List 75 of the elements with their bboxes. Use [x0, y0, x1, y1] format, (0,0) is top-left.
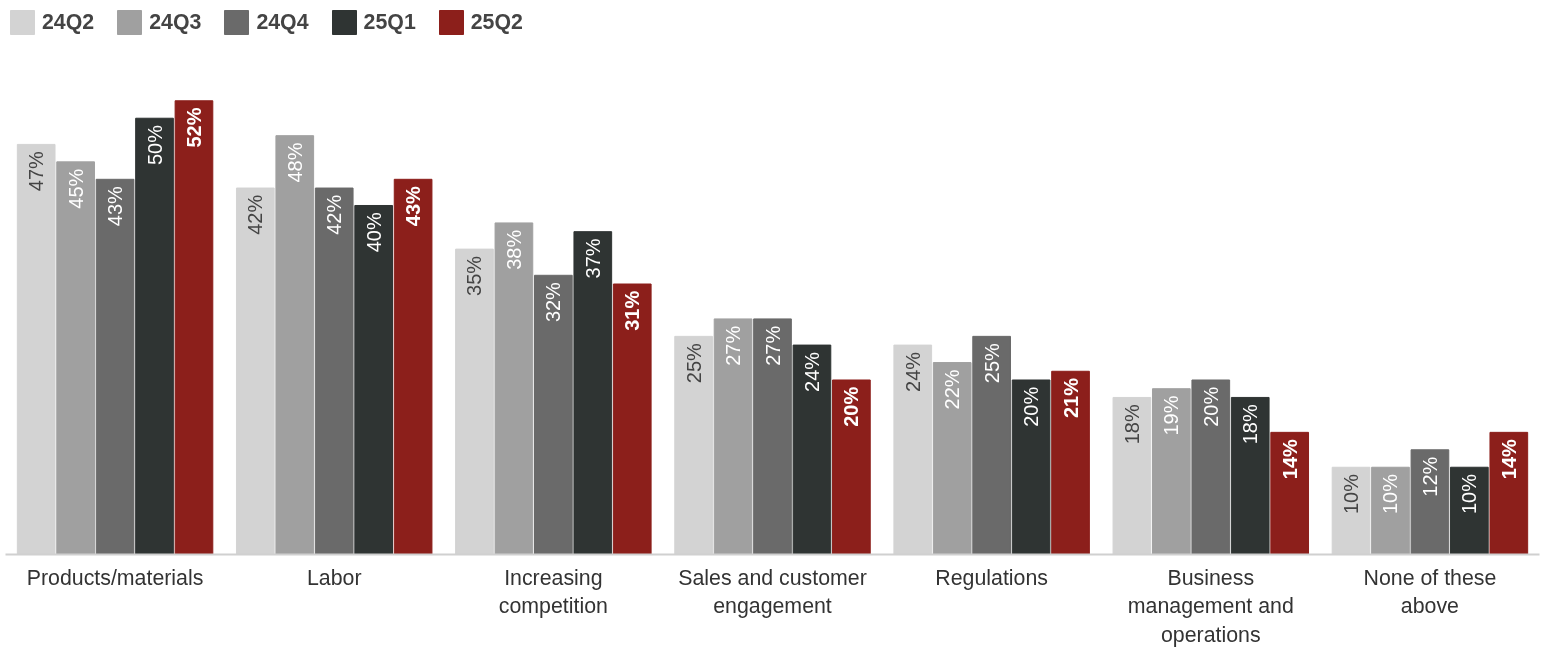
- data-label: 45%: [64, 168, 87, 209]
- data-label: 31%: [621, 290, 644, 331]
- data-label: 38%: [502, 229, 525, 270]
- bar: [612, 283, 652, 555]
- bar: [1489, 431, 1529, 555]
- legend-label: 24Q4: [256, 9, 309, 35]
- data-label: 10%: [1379, 473, 1402, 515]
- data-label: 12%: [1418, 456, 1441, 497]
- bar: [314, 187, 354, 555]
- bar: [832, 379, 871, 555]
- bar: [1011, 379, 1051, 555]
- bar: [1450, 466, 1489, 555]
- data-label: 19%: [1160, 395, 1183, 436]
- bar: [534, 274, 573, 555]
- bar: [135, 117, 174, 555]
- bar: [393, 178, 433, 555]
- data-label: 21%: [1059, 377, 1082, 419]
- bar: [932, 362, 972, 555]
- data-label: 14%: [1497, 438, 1520, 480]
- data-label: 42%: [323, 194, 346, 235]
- data-label: 48%: [283, 142, 306, 183]
- legend-label: 24Q3: [149, 9, 202, 35]
- bar: [1371, 466, 1410, 555]
- bar: [275, 135, 315, 555]
- data-label: 14%: [1278, 438, 1301, 480]
- data-label: 24%: [800, 351, 823, 392]
- data-label: 18%: [1120, 404, 1143, 445]
- x-tick-label: Products/materials: [26, 565, 204, 590]
- data-label: 27%: [722, 325, 745, 366]
- data-label: 25%: [682, 342, 705, 384]
- data-label: 43%: [402, 185, 425, 227]
- bar: [972, 335, 1011, 555]
- data-label: 35%: [463, 255, 486, 296]
- bar: [1230, 396, 1270, 555]
- data-label: 10%: [1340, 473, 1363, 515]
- data-label: 40%: [362, 212, 385, 253]
- x-tick-label: Sales and customer engagement: [678, 565, 867, 619]
- bar: [1270, 431, 1310, 555]
- data-label: 50%: [143, 124, 166, 166]
- data-label: 24%: [901, 351, 924, 392]
- data-label: 42%: [244, 194, 267, 235]
- legend-label: 25Q1: [363, 9, 416, 35]
- x-tick-label: Labor: [306, 565, 362, 590]
- bar: [354, 204, 394, 555]
- bar: [753, 318, 792, 555]
- data-label: 27%: [761, 325, 784, 366]
- x-tick-label: Business management and operations: [1127, 565, 1294, 648]
- bar: [494, 222, 534, 555]
- x-tick-label: None of these above: [1363, 565, 1497, 619]
- x-tick-label: Increasing competition: [498, 565, 608, 619]
- data-label: 52%: [182, 107, 205, 148]
- legend-label: 24Q2: [42, 9, 95, 35]
- bar: [1410, 449, 1450, 555]
- data-label: 20%: [840, 386, 863, 427]
- bar: [174, 100, 214, 555]
- bar: [1151, 388, 1191, 555]
- data-label: 20%: [1199, 386, 1222, 427]
- bar: [1191, 379, 1231, 555]
- data-label: 25%: [980, 342, 1003, 384]
- data-label: 32%: [542, 281, 565, 323]
- data-label: 43%: [104, 185, 127, 227]
- data-label: 37%: [581, 238, 604, 279]
- bar: [56, 161, 95, 555]
- data-label: 47%: [25, 151, 48, 192]
- data-label: 18%: [1239, 404, 1262, 445]
- bar: [713, 318, 753, 555]
- bar: [95, 178, 135, 555]
- data-label: 22%: [941, 369, 964, 410]
- x-tick-label: Regulations: [935, 565, 1048, 590]
- bar: [792, 344, 832, 555]
- data-label: 20%: [1020, 386, 1043, 427]
- legend-label: 25Q2: [470, 9, 523, 35]
- data-label: 10%: [1458, 473, 1481, 515]
- bar: [1051, 370, 1090, 555]
- bar: [573, 231, 613, 555]
